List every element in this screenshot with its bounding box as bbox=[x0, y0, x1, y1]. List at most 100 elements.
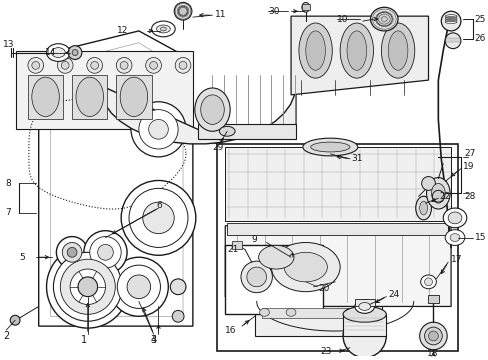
Ellipse shape bbox=[67, 247, 77, 257]
Text: 15: 15 bbox=[474, 233, 485, 242]
Text: 16: 16 bbox=[225, 325, 236, 334]
Ellipse shape bbox=[174, 3, 191, 20]
Ellipse shape bbox=[131, 102, 185, 157]
Polygon shape bbox=[16, 51, 192, 129]
Text: 24: 24 bbox=[387, 290, 399, 299]
Ellipse shape bbox=[387, 31, 407, 70]
Ellipse shape bbox=[172, 310, 183, 322]
Ellipse shape bbox=[376, 12, 391, 26]
Ellipse shape bbox=[68, 46, 81, 59]
Ellipse shape bbox=[28, 58, 43, 73]
Ellipse shape bbox=[346, 31, 366, 70]
Ellipse shape bbox=[381, 23, 414, 78]
Text: 3: 3 bbox=[150, 335, 156, 345]
Ellipse shape bbox=[76, 77, 103, 117]
Bar bbox=[217, 144, 457, 351]
Ellipse shape bbox=[78, 277, 98, 297]
Ellipse shape bbox=[175, 58, 190, 73]
Ellipse shape bbox=[156, 25, 170, 33]
Ellipse shape bbox=[61, 62, 69, 69]
Ellipse shape bbox=[84, 231, 127, 274]
Ellipse shape bbox=[90, 237, 121, 268]
Ellipse shape bbox=[219, 126, 235, 136]
Ellipse shape bbox=[121, 180, 195, 255]
Ellipse shape bbox=[301, 3, 309, 12]
Ellipse shape bbox=[46, 44, 70, 62]
Ellipse shape bbox=[32, 62, 40, 69]
Bar bbox=[72, 75, 107, 120]
Ellipse shape bbox=[305, 31, 325, 70]
Ellipse shape bbox=[444, 33, 460, 49]
Bar bbox=[354, 298, 374, 306]
Ellipse shape bbox=[10, 315, 20, 325]
Ellipse shape bbox=[87, 58, 102, 73]
Text: 26: 26 bbox=[474, 34, 485, 43]
Text: 23: 23 bbox=[320, 347, 331, 356]
Ellipse shape bbox=[129, 188, 187, 247]
Text: 20: 20 bbox=[318, 284, 329, 293]
Text: 27: 27 bbox=[464, 149, 475, 158]
Text: 12: 12 bbox=[117, 26, 128, 35]
Ellipse shape bbox=[246, 267, 266, 287]
Polygon shape bbox=[225, 226, 450, 306]
Ellipse shape bbox=[120, 62, 128, 69]
Ellipse shape bbox=[284, 252, 326, 282]
Ellipse shape bbox=[285, 309, 295, 316]
Ellipse shape bbox=[56, 237, 88, 268]
Ellipse shape bbox=[427, 331, 437, 341]
Ellipse shape bbox=[151, 21, 175, 37]
Ellipse shape bbox=[440, 11, 460, 31]
Ellipse shape bbox=[343, 306, 386, 322]
Bar bbox=[225, 246, 323, 314]
Text: 25: 25 bbox=[474, 15, 485, 24]
Ellipse shape bbox=[127, 275, 150, 298]
Ellipse shape bbox=[345, 309, 354, 316]
Text: 7: 7 bbox=[5, 208, 11, 217]
Polygon shape bbox=[39, 31, 192, 326]
Text: 19: 19 bbox=[462, 162, 473, 171]
Ellipse shape bbox=[116, 58, 132, 73]
Ellipse shape bbox=[302, 138, 357, 156]
Ellipse shape bbox=[447, 212, 461, 224]
Ellipse shape bbox=[46, 246, 129, 328]
Text: 28: 28 bbox=[464, 192, 475, 201]
Text: 10: 10 bbox=[337, 15, 348, 24]
Text: 6: 6 bbox=[156, 201, 162, 210]
Ellipse shape bbox=[415, 196, 430, 220]
Text: 4: 4 bbox=[150, 335, 157, 345]
Text: 30: 30 bbox=[268, 7, 280, 16]
Ellipse shape bbox=[258, 246, 293, 269]
Ellipse shape bbox=[139, 110, 178, 149]
Ellipse shape bbox=[358, 302, 370, 310]
Ellipse shape bbox=[343, 314, 386, 357]
Text: 31: 31 bbox=[350, 154, 362, 163]
Bar bbox=[116, 75, 151, 120]
Bar bbox=[28, 75, 63, 120]
Polygon shape bbox=[290, 16, 427, 95]
Text: 13: 13 bbox=[3, 40, 15, 49]
Polygon shape bbox=[100, 85, 295, 144]
Bar bbox=[343, 314, 386, 336]
Ellipse shape bbox=[420, 275, 435, 289]
Ellipse shape bbox=[117, 265, 160, 309]
Ellipse shape bbox=[51, 48, 65, 58]
Ellipse shape bbox=[431, 190, 443, 202]
Bar bbox=[254, 306, 382, 336]
Ellipse shape bbox=[60, 259, 115, 314]
Ellipse shape bbox=[32, 77, 59, 117]
Ellipse shape bbox=[370, 7, 397, 31]
Text: 8: 8 bbox=[5, 179, 11, 188]
Text: 22: 22 bbox=[438, 192, 449, 201]
Ellipse shape bbox=[426, 177, 449, 209]
Ellipse shape bbox=[170, 279, 185, 294]
Ellipse shape bbox=[91, 62, 99, 69]
Ellipse shape bbox=[271, 243, 340, 292]
Text: 21: 21 bbox=[227, 245, 238, 254]
Ellipse shape bbox=[142, 202, 174, 234]
Ellipse shape bbox=[120, 77, 147, 117]
Ellipse shape bbox=[145, 58, 161, 73]
Ellipse shape bbox=[178, 6, 187, 16]
Ellipse shape bbox=[444, 230, 464, 246]
Ellipse shape bbox=[194, 88, 230, 131]
Ellipse shape bbox=[419, 322, 446, 350]
